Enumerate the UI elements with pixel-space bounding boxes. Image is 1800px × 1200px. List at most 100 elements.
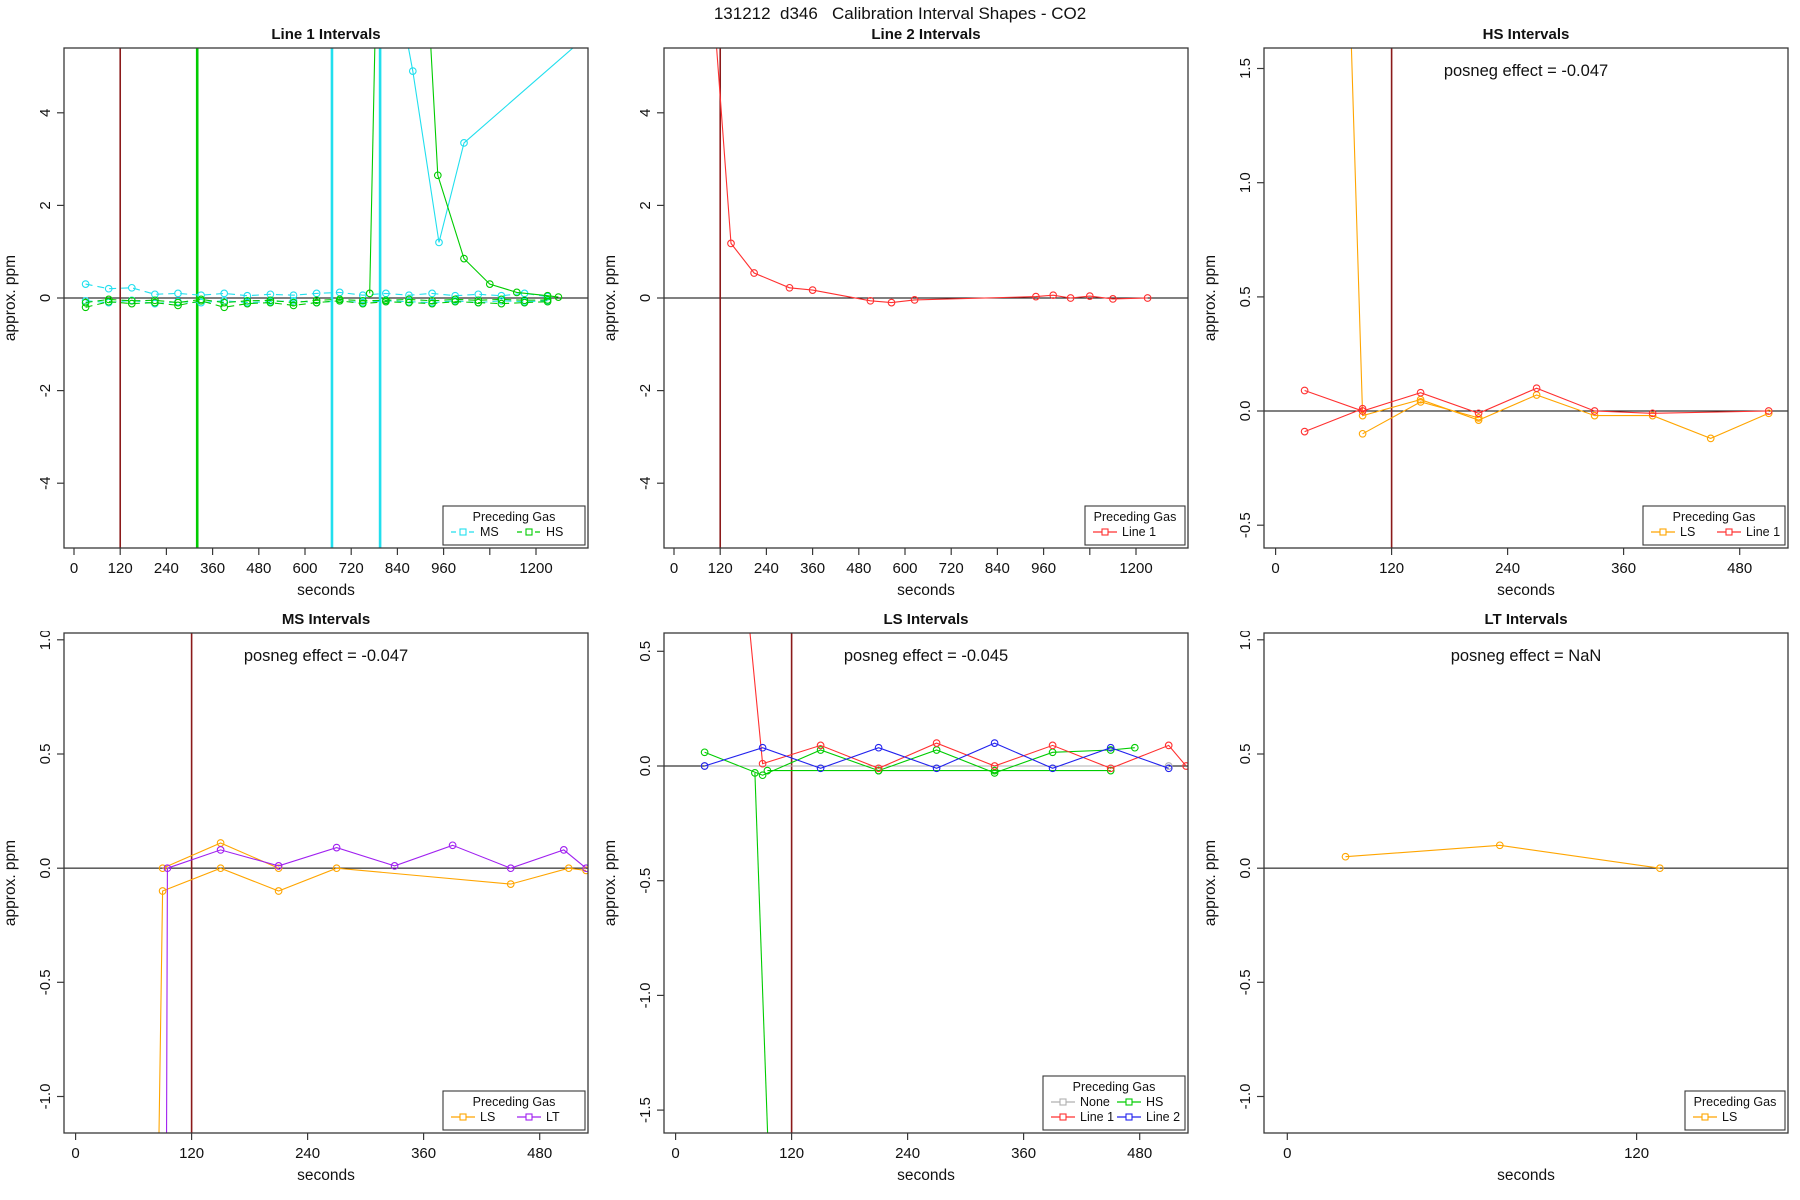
y-tick-label: 1.0	[1237, 631, 1254, 650]
x-tick-label: 0	[71, 1145, 79, 1162]
x-tick-label: 0	[70, 560, 78, 577]
y-tick-label: 1.5	[1237, 58, 1254, 79]
panel-line1-intervals: Line 1 Intervals 0 120 240 360 480 600 720 840 9…	[0, 26, 600, 611]
x-tick-label: 720	[939, 560, 964, 577]
legend-title: Preceding Gas	[1694, 1095, 1777, 1109]
x-tick-label: 1200	[519, 560, 552, 577]
legend-item-label: LS	[1722, 1110, 1737, 1124]
y-tick-label: 0	[637, 294, 654, 302]
series-LS-b	[1358, 398, 1483, 438]
series-HS-b	[81, 295, 552, 307]
x-tick-label: 480	[246, 560, 271, 577]
legend-item: HS	[1117, 1095, 1163, 1109]
legend-item: Line 1	[1051, 1110, 1114, 1124]
legend-item: None	[1051, 1095, 1110, 1109]
legend-item-label: Line 1	[1746, 525, 1780, 539]
series-LS-b	[158, 839, 283, 873]
x-tick-label: 360	[800, 560, 825, 577]
x-tick-label: 360	[200, 560, 225, 577]
legend-item-label: HS	[1146, 1095, 1163, 1109]
panel-line2-intervals: Line 2 Intervals 0 120 240 360 480 600 720 840 9…	[600, 26, 1200, 611]
legend-item: Line 2	[1117, 1110, 1180, 1124]
x-tick-label: 0	[670, 560, 678, 577]
x-tick-label: 840	[385, 560, 410, 577]
plot-box	[1263, 47, 1789, 549]
series-HS-spike-up	[365, 48, 376, 298]
panel-title: LS Intervals	[883, 611, 969, 628]
annotation: posneg effect = -0.047	[1444, 62, 1608, 80]
panel-lt-intervals: LT Intervals 0 120 -1.0 -0.5 0.0 0.5 1.0 second…	[1200, 611, 1800, 1196]
legend-item: MS	[451, 525, 499, 539]
series-MS-spike	[407, 48, 574, 247]
y-tick-label: 4	[37, 109, 54, 117]
annotation: posneg effect = NaN	[1451, 647, 1602, 665]
y-tick-label: -1.0	[1237, 1084, 1254, 1110]
x-tick-label: 480	[1727, 560, 1752, 577]
y-axis-label: approx. ppm	[602, 255, 619, 341]
x-axis-label: seconds	[897, 1167, 955, 1184]
y-tick-label: 2	[37, 201, 54, 209]
legend-item: LT	[517, 1110, 560, 1124]
legend-item-label: LS	[480, 1110, 495, 1124]
legend-title: Preceding Gas	[1673, 510, 1756, 524]
plot-box	[1263, 632, 1789, 1134]
y-tick-label: 0.5	[637, 641, 654, 662]
x-tick-label: 600	[292, 560, 317, 577]
y-tick-label: -0.5	[637, 868, 654, 894]
plot-grid: Line 1 Intervals 0 120 240 360 480 600 720 840 9…	[0, 26, 1800, 1196]
x-tick-label: 1200	[1119, 560, 1152, 577]
x-tick-label: 0	[671, 1145, 679, 1162]
legend-title: Preceding Gas	[473, 510, 556, 524]
hs-intervals-plot: 0 120 240 360 480 -0.5 0.0 0.5 1.0 1.5 seconds appr…	[1202, 47, 1789, 599]
series-HS-spike	[751, 769, 769, 1133]
y-tick-label: -2	[637, 384, 654, 397]
line1-intervals-plot: 0 120 240 360 480 600 720 840 960 1200 -4 -2 0 2 4 seco…	[2, 47, 589, 599]
x-tick-label: 120	[708, 560, 733, 577]
x-tick-label: 120	[779, 1145, 804, 1162]
series-LS-main	[1350, 48, 1773, 443]
legend-title: Preceding Gas	[473, 1095, 556, 1109]
x-tick-label: 240	[754, 560, 779, 577]
panel-title: Line 2 Intervals	[871, 26, 981, 43]
x-tick-label: 240	[895, 1145, 920, 1162]
series-LT	[163, 841, 588, 1133]
y-tick-label: 0.0	[37, 858, 54, 879]
x-tick-label: 480	[1127, 1145, 1152, 1162]
x-tick-label: 120	[179, 1145, 204, 1162]
panel-ls-intervals: LS Intervals 0 120 240 360 480 -1.5 -1.0 -0.5 0.…	[600, 611, 1200, 1196]
series-Line1	[749, 633, 1188, 773]
page-title: 131212 d346 Calibration Interval Shapes …	[713, 4, 1087, 23]
plot-box	[663, 632, 1189, 1134]
y-tick-label: 1.0	[1237, 172, 1254, 193]
x-tick-label: 240	[1495, 560, 1520, 577]
x-tick-label: 960	[431, 560, 456, 577]
legend-item: Line 1	[1717, 525, 1780, 539]
annotation: posneg effect = -0.047	[244, 647, 408, 665]
x-tick-label: 120	[1624, 1145, 1649, 1162]
y-tick-label: -0.5	[1237, 969, 1254, 995]
legend-item-label: HS	[546, 525, 563, 539]
y-tick-label: -0.5	[37, 969, 54, 995]
panel-hs-intervals: HS Intervals 0 120 240 360 480 -0.5 0.0 0.5 1.0 1…	[1200, 26, 1800, 611]
y-axis-label: approx. ppm	[1202, 840, 1219, 926]
y-axis-label: approx. ppm	[1202, 255, 1219, 341]
panel-title: LT Intervals	[1484, 611, 1568, 628]
x-tick-label: 960	[1031, 560, 1056, 577]
x-tick-label: 0	[1283, 1145, 1291, 1162]
y-tick-label: 0	[37, 294, 54, 302]
series-HS-zigzag	[700, 743, 1139, 780]
legend-item: LS	[1651, 525, 1695, 539]
legend-item-label: Line 1	[1122, 525, 1156, 539]
y-tick-label: 0.0	[637, 756, 654, 777]
y-tick-label: 1.0	[37, 631, 54, 650]
legend-item: LS	[1693, 1110, 1737, 1124]
y-tick-label: 4	[637, 109, 654, 117]
x-tick-label: 480	[846, 560, 871, 577]
x-tick-label: 120	[1379, 560, 1404, 577]
legend-item-label: MS	[480, 525, 499, 539]
y-tick-label: 0.0	[1237, 858, 1254, 879]
y-tick-label: -1.0	[637, 982, 654, 1008]
